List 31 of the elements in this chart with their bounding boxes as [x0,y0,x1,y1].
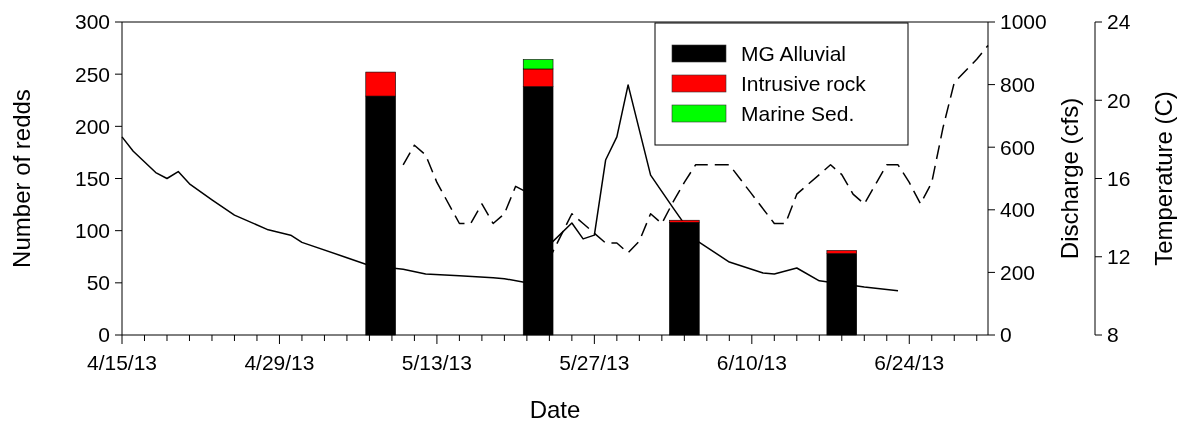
y-tick-label: 100 [74,219,110,243]
y-tick-label: 0 [98,323,110,347]
legend-label: MG Alluvial [741,42,847,66]
y-tick-label: 300 [74,10,110,34]
x-tick-label: 5/13/13 [401,351,472,374]
y2-tick-label: 0 [1000,323,1012,347]
legend-label: Intrusive rock [741,72,867,96]
x-tick-label: 4/29/13 [244,351,315,374]
y3-axis-title: Temperature (C) [1150,91,1177,266]
x-tick-label: 4/15/13 [86,351,158,374]
y3-tick-label: 20 [1107,88,1131,112]
y2-tick-label: 600 [1000,135,1036,159]
y-axis-title: Number of redds [8,89,35,268]
y3-tick-label: 24 [1107,10,1131,34]
y2-tick-label: 400 [1000,198,1036,222]
y-tick-label: 200 [74,114,110,138]
y3-tick-label: 16 [1107,166,1131,190]
y2-tick-label: 200 [1000,260,1036,284]
y2-axis-title: Discharge (cfs) [1056,97,1083,260]
y-tick-label: 250 [74,62,110,86]
y-tick-label: 50 [86,271,110,295]
y3-tick-label: 12 [1107,245,1131,269]
y-tick-label: 150 [74,166,110,190]
y3-tick-label: 8 [1107,323,1119,347]
x-tick-label: 6/10/13 [716,351,787,374]
legend-label: Marine Sed. [741,102,855,126]
y2-tick-label: 800 [1000,72,1036,96]
x-tick-label: 6/24/13 [874,351,945,374]
y2-tick-label: 1000 [1000,10,1047,34]
x-tick-label: 5/27/13 [559,351,630,374]
x-axis-title: Date [529,396,581,423]
